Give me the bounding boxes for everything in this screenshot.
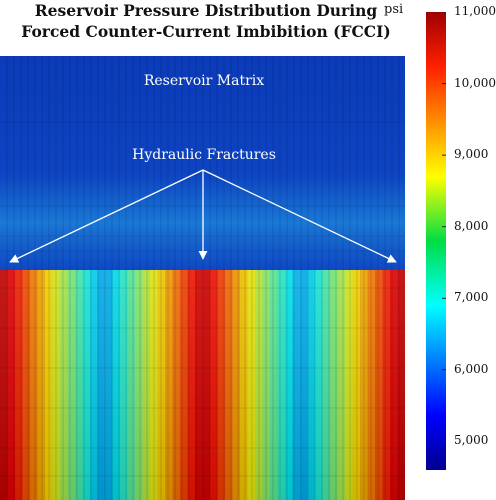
colorbar-tick-label: 6,000	[454, 361, 489, 376]
arrow-right	[202, 169, 397, 263]
unit-label: psi	[384, 2, 404, 17]
colorbar-tick-label: 9,000	[454, 147, 489, 162]
colorbar-tick-label: 7,000	[454, 290, 489, 305]
colorbar-tick-label: 10,000	[454, 75, 496, 90]
grid-lines	[0, 56, 405, 500]
colorbar	[426, 12, 446, 470]
fracture-shading	[0, 270, 405, 500]
matrix-label: Reservoir Matrix	[144, 73, 264, 89]
fractures-label: Hydraulic Fractures	[132, 147, 276, 163]
figure-title: Reservoir Pressure Distribution During F…	[0, 0, 412, 42]
arrow-left	[9, 169, 204, 263]
title-line-2: Forced Counter-Current Imbibition (FCCI)	[21, 22, 391, 41]
colorbar-tick-label: 8,000	[454, 218, 489, 233]
colorbar-tick-label: 11,000	[454, 4, 496, 18]
colorbar-tick-label: 5,000	[454, 433, 489, 448]
pressure-heatmap: Reservoir Matrix Hydraulic Fractures	[0, 56, 405, 500]
colorbar-gradient	[426, 12, 446, 470]
colorbar-ticks	[442, 12, 446, 442]
title-line-1: Reservoir Pressure Distribution During	[34, 1, 378, 20]
